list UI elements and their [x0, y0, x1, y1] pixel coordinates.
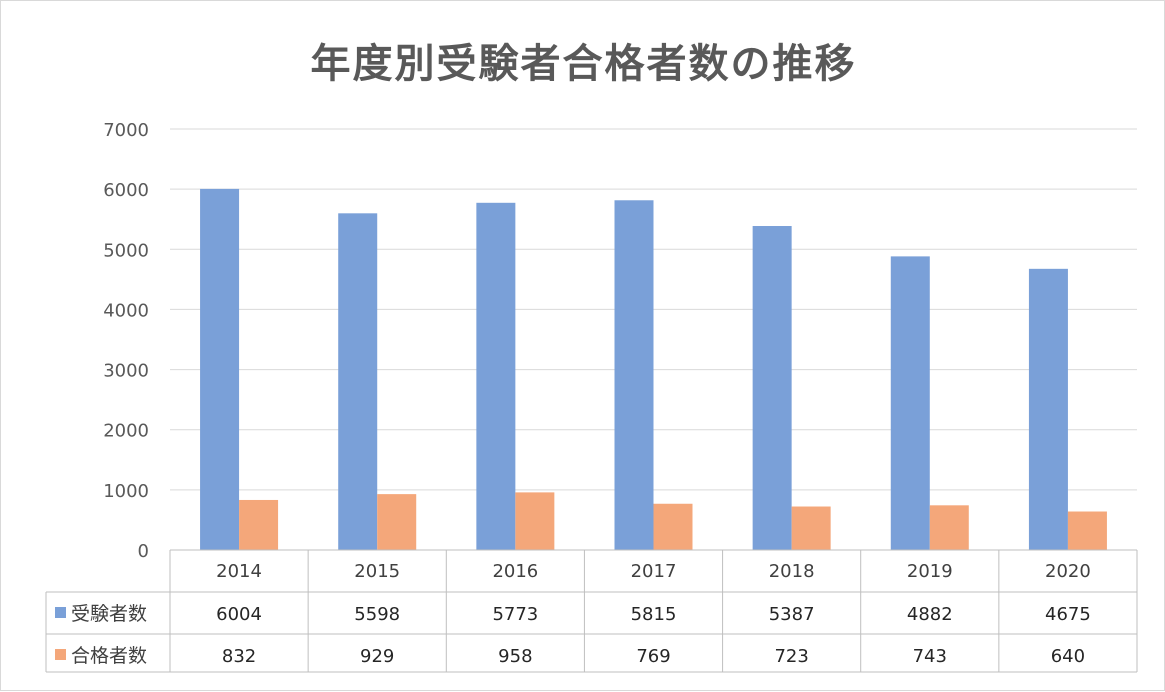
legend-label: 合格者数 — [71, 645, 147, 667]
x-tick-label: 2017 — [631, 561, 677, 582]
bar-examinees — [614, 200, 654, 550]
bar-passers — [791, 506, 831, 550]
data-label: 5598 — [354, 604, 400, 625]
bar-examinees — [752, 226, 792, 550]
bar-passers — [515, 492, 555, 550]
data-table: 2014 2015 2016 2017 2018 2019 2020 受験者数 6004 5598… — [45, 549, 1138, 673]
data-label: 640 — [1051, 646, 1085, 667]
bar-examinees — [890, 256, 930, 550]
data-label: 929 — [360, 646, 394, 667]
x-tick-label: 2020 — [1045, 561, 1091, 582]
data-label: 832 — [222, 646, 256, 667]
bar-passers — [929, 505, 969, 550]
bar-examinees — [200, 188, 240, 550]
bar-passers — [239, 499, 279, 550]
data-label: 743 — [913, 646, 947, 667]
y-tick-label: 5000 — [103, 240, 149, 261]
x-tick-label: 2014 — [216, 561, 262, 582]
legend-label: 受験者数 — [71, 603, 147, 625]
y-axis-ticks: 0 1000 2000 3000 4000 5000 6000 7000 — [103, 120, 149, 562]
data-label: 5387 — [769, 604, 815, 625]
legend-key — [55, 607, 66, 618]
bar-examinees — [476, 202, 516, 550]
data-label: 5773 — [492, 604, 538, 625]
data-label: 769 — [636, 646, 670, 667]
y-tick-label: 1000 — [103, 481, 149, 502]
y-tick-label: 3000 — [103, 361, 149, 382]
data-label: 723 — [774, 646, 808, 667]
y-tick-label: 7000 — [103, 120, 149, 141]
y-tick-label: 6000 — [103, 180, 149, 201]
bar-passers — [377, 494, 417, 550]
y-tick-label: 0 — [138, 541, 149, 562]
x-tick-label: 2015 — [354, 561, 400, 582]
data-label: 4882 — [907, 604, 953, 625]
data-label: 4675 — [1045, 604, 1091, 625]
y-tick-label: 2000 — [103, 421, 149, 442]
bar-passers — [653, 503, 693, 550]
x-tick-label: 2019 — [907, 561, 953, 582]
x-tick-label: 2018 — [769, 561, 815, 582]
bar-examinees — [338, 213, 378, 550]
bar-examinees — [1028, 268, 1068, 550]
x-tick-label: 2016 — [492, 561, 538, 582]
bar-passers — [1067, 511, 1107, 550]
data-label: 6004 — [216, 604, 262, 625]
legend-key — [55, 649, 66, 660]
data-label: 958 — [498, 646, 532, 667]
y-tick-label: 4000 — [103, 300, 149, 321]
chart-title: 年度別受験者合格者数の推移 — [310, 41, 857, 87]
data-label: 5815 — [631, 604, 677, 625]
bars — [200, 188, 1107, 550]
